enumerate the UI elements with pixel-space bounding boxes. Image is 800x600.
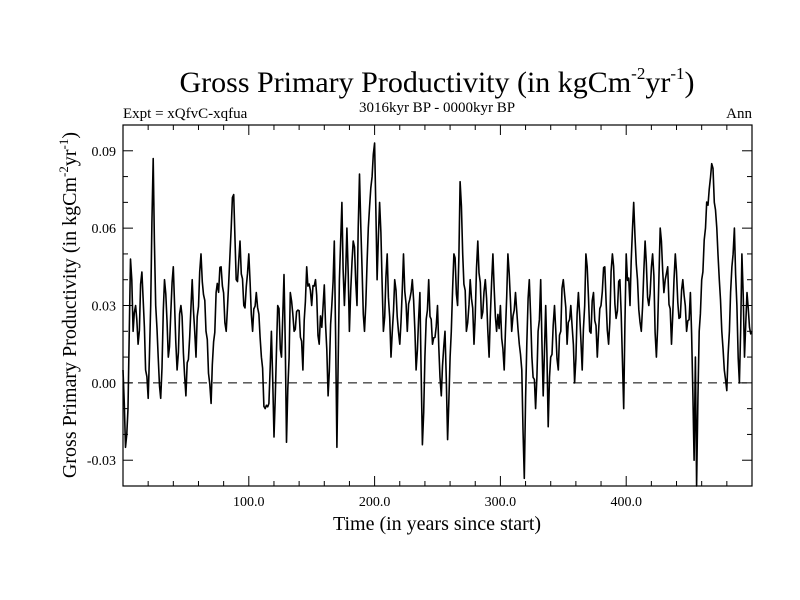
x-tick-label: 100.0 xyxy=(233,495,265,510)
y-tick-label: 0.09 xyxy=(92,145,117,160)
x-tick-label: 200.0 xyxy=(359,495,391,510)
axis-ticks: 100.0 200.0 300.0 400.0 -0.03 0.00 0.03 0.06 0.0… xyxy=(87,125,752,510)
season-label: Ann xyxy=(726,106,752,122)
y-tick-label: -0.03 xyxy=(87,454,116,469)
y-tick-label: 0.06 xyxy=(92,222,117,237)
x-tick-label: 300.0 xyxy=(485,495,517,510)
x-tick-label: 400.0 xyxy=(610,495,642,510)
y-tick-label: 0.00 xyxy=(92,377,117,392)
y-tick-label: 0.03 xyxy=(92,300,117,315)
y-axis-label: Gross Primary Productivity (in kgCm-2yr-… xyxy=(56,132,81,478)
x-axis-label: Time (in years since start) xyxy=(333,513,541,535)
experiment-label: Expt = xQfvC-xqfua xyxy=(123,106,248,122)
gpp-series-line xyxy=(122,142,753,487)
time-range-label: 3016kyr BP - 0000kyr BP xyxy=(359,100,515,116)
chart-title: Gross Primary Productivity (in kgCm-2yr-… xyxy=(180,64,695,99)
